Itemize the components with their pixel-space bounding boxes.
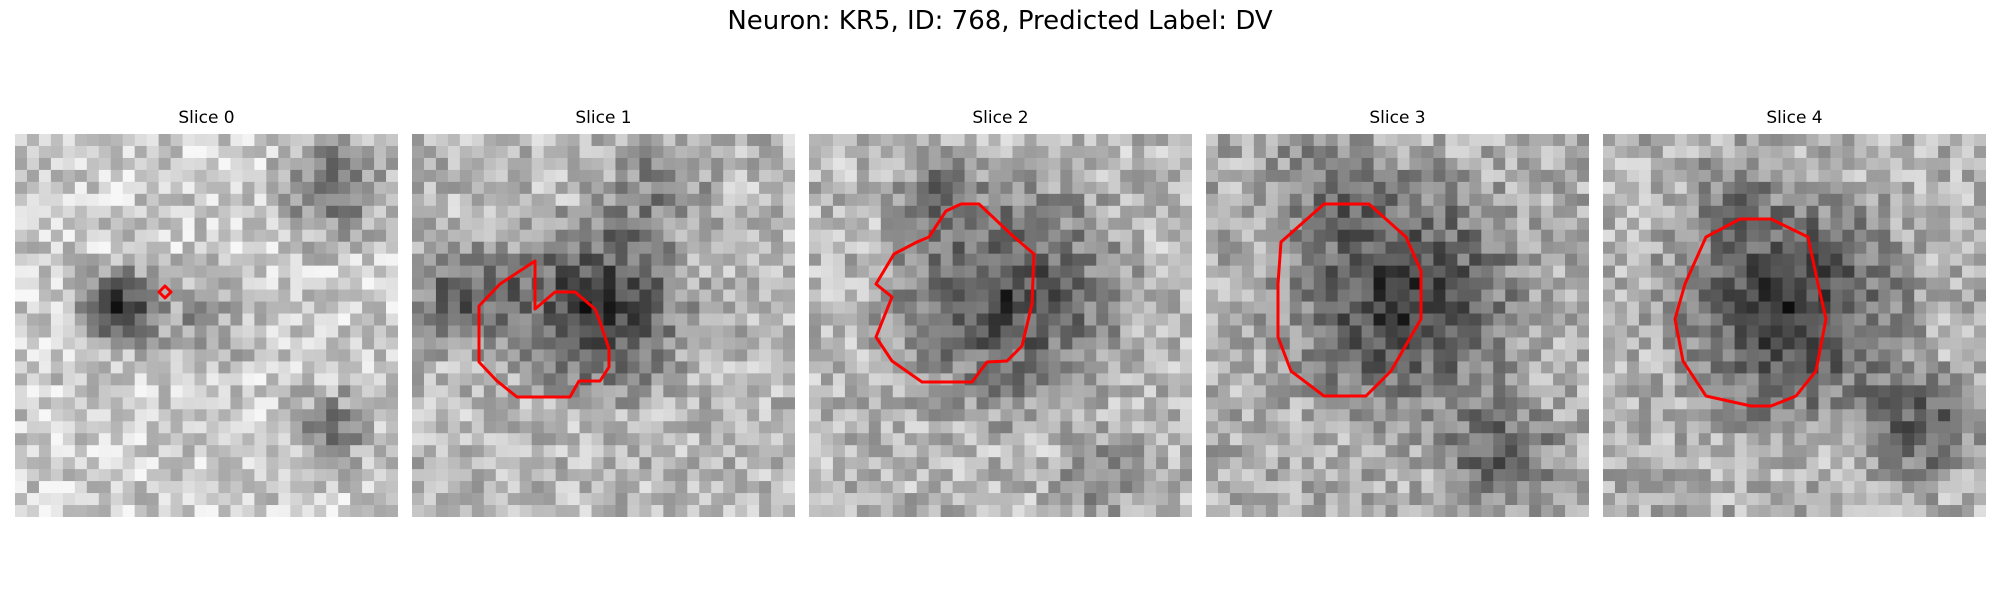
figure-title: Neuron: KR5, ID: 768, Predicted Label: D… (0, 6, 2000, 36)
slice-panel-0: Slice 0 (15, 108, 398, 518)
slice-panel-1: Slice 1 (412, 108, 795, 518)
slice-title: Slice 3 (1206, 108, 1589, 128)
slice-image (412, 134, 795, 517)
slice-title: Slice 2 (809, 108, 1192, 128)
slice-panel-3: Slice 3 (1206, 108, 1589, 518)
slice-panel-2: Slice 2 (809, 108, 1192, 518)
slice-title: Slice 0 (15, 108, 398, 128)
slice-image (1603, 134, 1986, 517)
slice-image (809, 134, 1192, 517)
slice-title: Slice 4 (1603, 108, 1986, 128)
slice-panel-4: Slice 4 (1603, 108, 1986, 518)
slice-image (15, 134, 398, 517)
slice-image (1206, 134, 1589, 517)
slice-title: Slice 1 (412, 108, 795, 128)
